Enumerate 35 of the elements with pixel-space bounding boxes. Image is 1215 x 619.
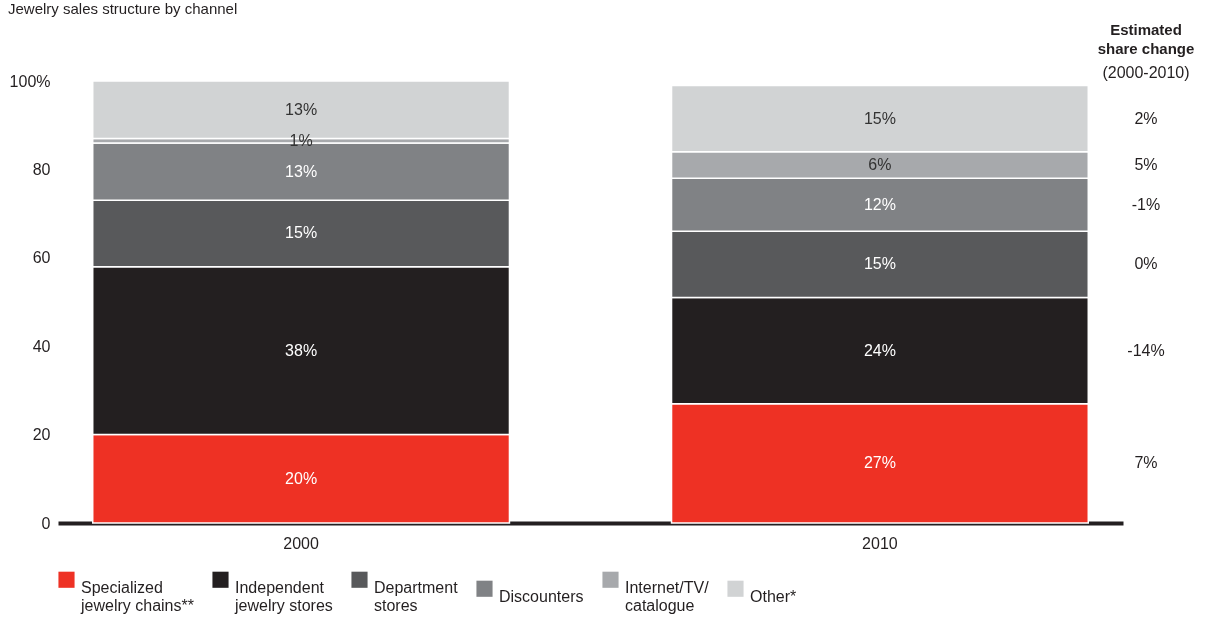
- data-label: 6%: [868, 155, 892, 173]
- data-label: 15%: [863, 109, 896, 127]
- legend-label: Department stores: [374, 578, 459, 614]
- legend-label: Independent jewelry stores: [234, 578, 333, 614]
- chart-title: Jewelry sales structure by channel: [8, 0, 238, 17]
- x-tick-label: 2000: [283, 534, 319, 552]
- y-tick-label: 20: [32, 426, 51, 444]
- text: 7%: [1134, 454, 1158, 472]
- data-label: 15%: [863, 255, 896, 273]
- legend-label: Specialized jewelry chains**: [80, 578, 194, 614]
- text: -1%: [1131, 195, 1161, 213]
- text: 5%: [1134, 155, 1158, 173]
- data-label: 1%: [289, 131, 313, 149]
- text: 0%: [1134, 255, 1158, 273]
- legend-label: Discounters: [499, 587, 584, 605]
- data-label: 38%: [285, 341, 318, 359]
- x-tick-label: 2010: [862, 534, 898, 552]
- y-tick-label: 60: [32, 249, 51, 267]
- data-label: 24%: [863, 341, 896, 359]
- y-tick-label: 0: [41, 514, 51, 532]
- legend-label: Other*: [750, 587, 797, 605]
- data-label: 15%: [285, 224, 318, 242]
- text: Estimated share change: [1097, 21, 1195, 57]
- data-label: 12%: [863, 195, 896, 213]
- annotation: (2000-2010): [1102, 64, 1190, 81]
- text: -14%: [1127, 341, 1165, 359]
- y-tick-label: 100%: [9, 72, 51, 90]
- text: 2%: [1134, 109, 1158, 127]
- data-label: 27%: [863, 454, 896, 472]
- y-tick-label: 80: [32, 160, 51, 178]
- data-label: 13%: [285, 162, 318, 180]
- data-label: 13%: [285, 100, 318, 118]
- y-tick-label: 40: [32, 337, 51, 355]
- data-label: 20%: [285, 469, 318, 487]
- legend-label: Internet/TV/catalogue: [625, 578, 710, 614]
